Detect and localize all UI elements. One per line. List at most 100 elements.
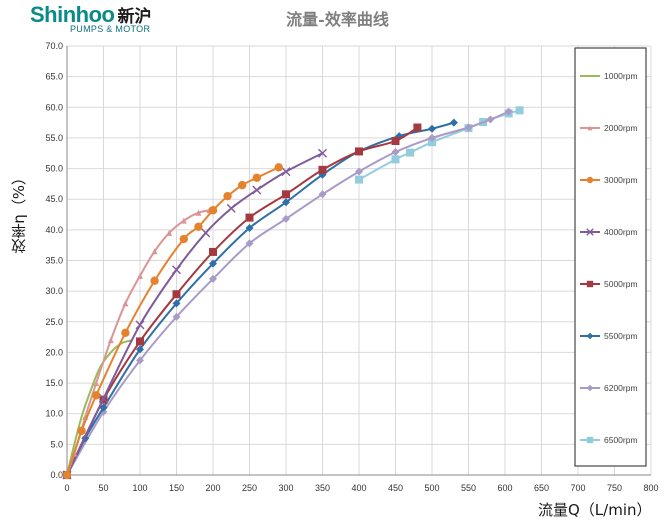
point [77,426,86,436]
y-axis-label: 效率η（%） [10,170,28,254]
point [586,436,594,444]
point [136,337,144,346]
chart-title: 流量-效率曲线 [286,10,389,29]
point [586,384,594,392]
point [150,276,159,285]
point [208,206,218,215]
point [223,191,232,201]
series-line [66,209,210,476]
point [135,320,145,330]
x-tick-label: 350 [315,483,330,493]
point [428,138,436,147]
x-tick-label: 550 [461,483,476,493]
point [318,148,327,158]
logo-tagline: PUMPS & MOTOR [70,24,151,34]
point [391,148,400,157]
legend-label: 6500rpm [604,435,638,445]
shinhoo-logo: Shinhoo 新沪 PUMPS & MOTOR [30,2,151,34]
point [180,217,187,224]
point [586,228,594,236]
series-5000rpm [63,123,422,479]
point [209,259,217,268]
point [252,185,262,195]
legend-label: 6200rpm [604,383,638,393]
x-axis-label: 流量Q（L/min） [538,501,652,519]
legend: 1000rpm 2000rpm 3000rpm 4000rpm 5000rpm 5500r… [574,47,647,467]
x-tick-label: 400 [351,483,366,493]
point [194,222,203,231]
x-tick-label: 50 [98,483,108,493]
point [406,148,415,157]
y-tick-label: 20.0 [45,347,63,357]
legend-item: 5000rpm [580,279,638,289]
point [201,228,211,238]
point [172,290,181,299]
point [92,391,101,400]
point [281,167,291,177]
point [464,123,473,132]
point [587,125,593,131]
x-tick-label: 700 [570,483,585,493]
x-tick-label: 650 [534,483,549,493]
y-tick-label: 70.0 [45,41,63,51]
legend-item: 3000rpm [580,175,638,185]
x-tick-label: 750 [607,483,622,493]
legend-label: 5000rpm [604,279,638,289]
point [107,337,114,344]
point [172,265,181,275]
y-tick-label: 65.0 [45,72,63,82]
point [586,332,594,340]
point [209,274,217,283]
legend-item: 6500rpm [580,435,638,445]
point [93,380,100,387]
point [586,176,594,184]
series-4000rpm [62,148,327,480]
point [252,173,261,182]
x-tick-label: 300 [278,483,293,493]
point [179,234,188,244]
x-tick-label: 0 [64,483,69,493]
point [62,470,72,480]
point [355,147,363,156]
point [282,214,290,223]
point [318,165,327,174]
legend-label: 5500rpm [604,331,638,341]
y-tick-label: 25.0 [45,317,63,327]
legend-label: 1000rpm [604,71,638,81]
y-tick-label: 55.0 [45,133,63,143]
point [515,106,524,115]
y-tick-label: 60.0 [45,102,63,112]
series-line [66,110,510,476]
point [391,155,400,164]
legend-item: 1000rpm [580,71,638,81]
y-tick-label: 35.0 [45,256,63,266]
point [136,356,144,365]
x-tick-label: 150 [169,483,184,493]
logo-brand: Shinhoo [30,2,115,27]
point [122,300,129,307]
point [504,107,513,116]
point [99,403,108,412]
point [355,167,363,176]
point [486,115,495,124]
point [282,190,290,199]
y-tick-label: 45.0 [45,194,63,204]
point [282,198,290,207]
point [391,136,400,145]
x-tick-label: 200 [205,483,220,493]
legend-item: 5500rpm [580,331,638,341]
series-5500rpm [63,118,458,479]
point [121,328,130,338]
y-tick-label: 15.0 [45,378,63,388]
y-tick-label: 0.0 [50,470,63,480]
point [274,163,283,172]
point [151,248,158,255]
x-tick-label: 450 [388,483,403,493]
x-tick-label: 800 [643,483,658,493]
point [209,247,217,256]
legend-item: 2000rpm [580,123,638,133]
series-2000rpm [64,207,213,478]
point [99,393,108,403]
point [355,175,363,184]
